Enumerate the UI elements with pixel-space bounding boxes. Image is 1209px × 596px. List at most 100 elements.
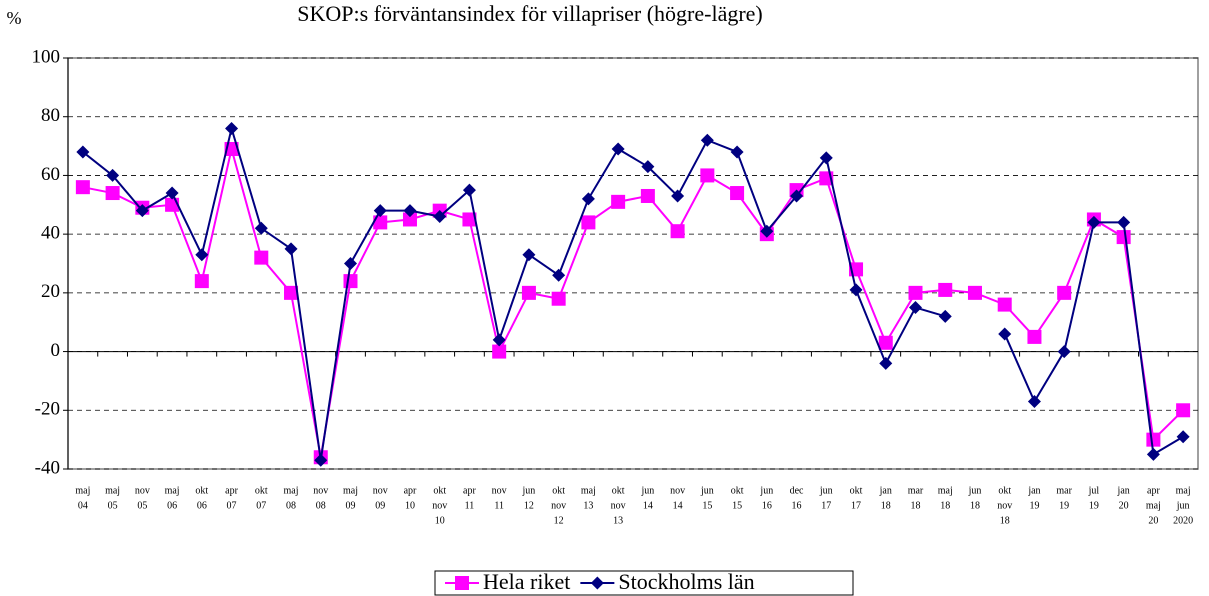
marker <box>373 204 387 218</box>
x-tick-label: maj <box>284 485 299 496</box>
x-tick-label: 16 <box>792 500 802 511</box>
marker <box>462 212 477 227</box>
marker <box>670 224 685 239</box>
marker <box>403 204 417 218</box>
x-tick-label: dec <box>790 485 804 496</box>
marker <box>195 248 209 262</box>
x-tick-label: 20 <box>1148 515 1158 526</box>
x-tick-label: mar <box>908 485 924 496</box>
marker <box>1027 329 1042 344</box>
x-tick-label: 07 <box>227 500 237 511</box>
legend: Hela riket Stockholms län <box>434 569 854 596</box>
marker <box>581 192 595 206</box>
x-tick-label: maj <box>938 485 953 496</box>
marker <box>1057 285 1072 300</box>
y-tick-label: 20 <box>41 281 60 302</box>
x-tick-label: 06 <box>167 500 177 511</box>
marker <box>640 188 655 203</box>
marker <box>76 145 90 159</box>
marker <box>402 212 417 227</box>
x-tick-label: nov <box>997 500 1012 511</box>
x-tick-label: apr <box>404 485 417 496</box>
marker <box>730 186 745 201</box>
x-tick-label: maj <box>105 485 120 496</box>
marker <box>492 344 507 359</box>
x-tick-label: maj <box>1176 485 1191 496</box>
x-tick-label: 10 <box>435 515 445 526</box>
marker <box>314 453 328 467</box>
marker <box>849 283 863 297</box>
x-tick-label: 05 <box>108 500 118 511</box>
x-tick-label: 15 <box>732 500 742 511</box>
x-tick-label: okt <box>195 485 208 496</box>
x-tick-label: jun <box>522 485 536 496</box>
x-tick-label: jan <box>1117 485 1130 496</box>
x-tick-label: jun <box>640 485 654 496</box>
x-tick-label: jun <box>819 485 833 496</box>
x-tick-label: 07 <box>256 500 266 511</box>
x-tick-label: jun <box>759 485 773 496</box>
marker <box>938 282 953 297</box>
x-tick-label: 04 <box>78 500 88 511</box>
x-tick-label: 14 <box>673 500 683 511</box>
x-tick-label: jun <box>700 485 714 496</box>
marker <box>284 285 299 300</box>
marker <box>492 333 506 347</box>
y-tick-label: 40 <box>41 223 60 244</box>
legend-label: Hela riket <box>483 569 570 594</box>
series-line <box>82 124 1184 461</box>
x-tick-label: jan <box>879 485 892 496</box>
x-tick-label: 16 <box>762 500 772 511</box>
marker <box>455 576 469 590</box>
marker <box>551 291 566 306</box>
x-tick-label: 09 <box>375 500 385 511</box>
x-tick-label: apr <box>463 485 476 496</box>
x-tick-label: 18 <box>1000 515 1010 526</box>
x-tick-label: 12 <box>554 515 564 526</box>
x-tick-label: 06 <box>197 500 207 511</box>
x-tick-label: 08 <box>286 500 296 511</box>
marker <box>611 142 625 156</box>
x-tick-label: 19 <box>1029 500 1039 511</box>
x-tick-label: 09 <box>346 500 356 511</box>
x-tick-label: 18 <box>911 500 921 511</box>
marker <box>194 274 209 289</box>
x-tick-label: nov <box>135 485 150 496</box>
marker <box>105 186 120 201</box>
marker <box>611 194 626 209</box>
marker <box>1027 394 1041 408</box>
marker <box>254 221 268 235</box>
marker <box>938 309 952 323</box>
x-tick-label: 18 <box>970 500 980 511</box>
marker <box>433 210 447 224</box>
x-tick-label: 11 <box>465 500 475 511</box>
legend-label: Stockholms län <box>618 569 754 594</box>
marker <box>700 168 715 183</box>
legend-box <box>434 570 854 596</box>
x-tick-label: maj <box>75 485 90 496</box>
marker <box>521 285 536 300</box>
marker <box>522 248 536 262</box>
marker <box>1057 345 1071 359</box>
x-tick-label: okt <box>998 485 1011 496</box>
y-tick-label: -40 <box>35 457 60 478</box>
chart-title: SKOP:s förväntansindex för villapriser (… <box>297 1 763 26</box>
marker <box>997 297 1012 312</box>
x-tick-label: 10 <box>405 500 415 511</box>
marker <box>1176 430 1190 444</box>
marker <box>165 186 179 200</box>
x-tick-label: 18 <box>940 500 950 511</box>
series-line <box>82 148 1184 458</box>
marker <box>909 301 922 315</box>
x-tick-label: 15 <box>702 500 712 511</box>
marker <box>581 215 596 230</box>
x-tick-label: okt <box>552 485 565 496</box>
x-tick-label: jul <box>1088 485 1100 496</box>
y-tick-label: 60 <box>41 164 60 185</box>
marker <box>967 285 982 300</box>
x-tick-label: apr <box>225 485 238 496</box>
marker <box>344 257 357 270</box>
x-tick-label: 12 <box>524 500 534 511</box>
x-tick-label: 19 <box>1089 500 1099 511</box>
